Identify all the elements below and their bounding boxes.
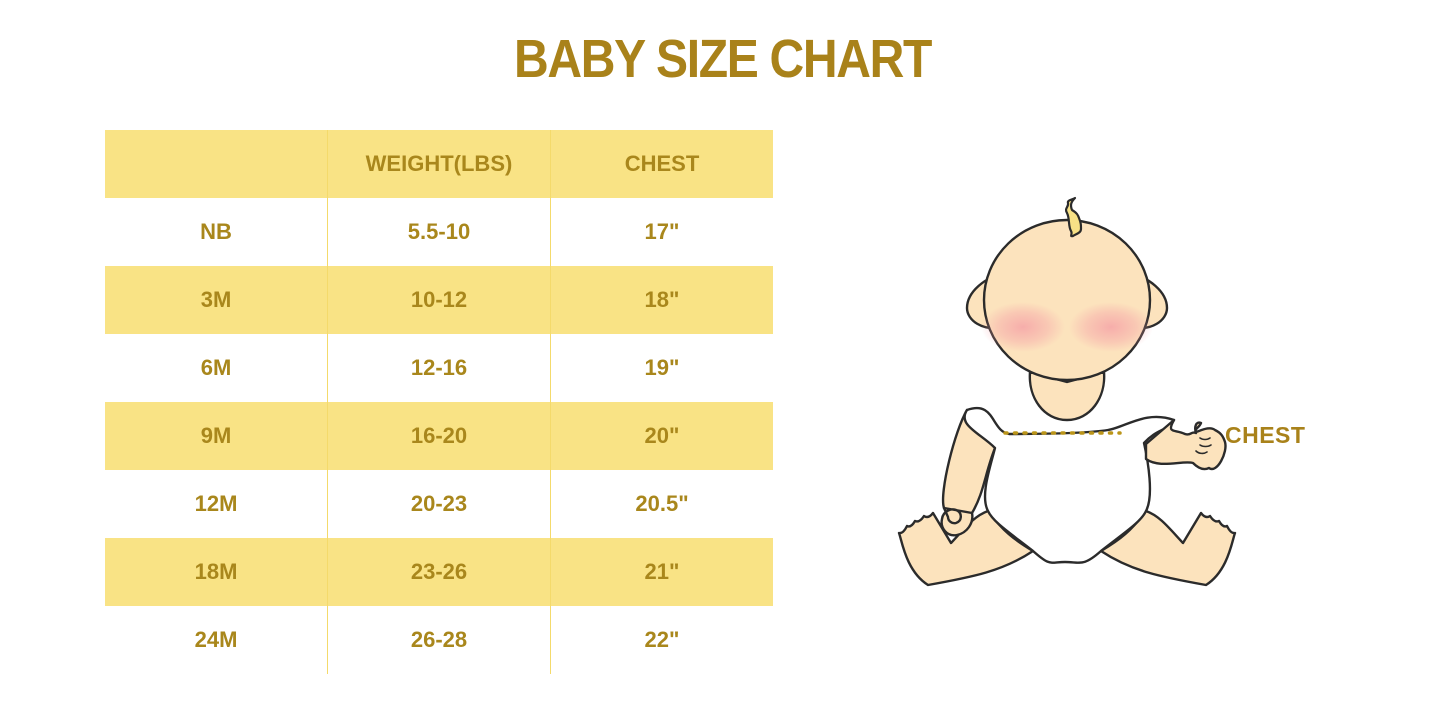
svg-text:CHEST: CHEST bbox=[1225, 422, 1305, 448]
